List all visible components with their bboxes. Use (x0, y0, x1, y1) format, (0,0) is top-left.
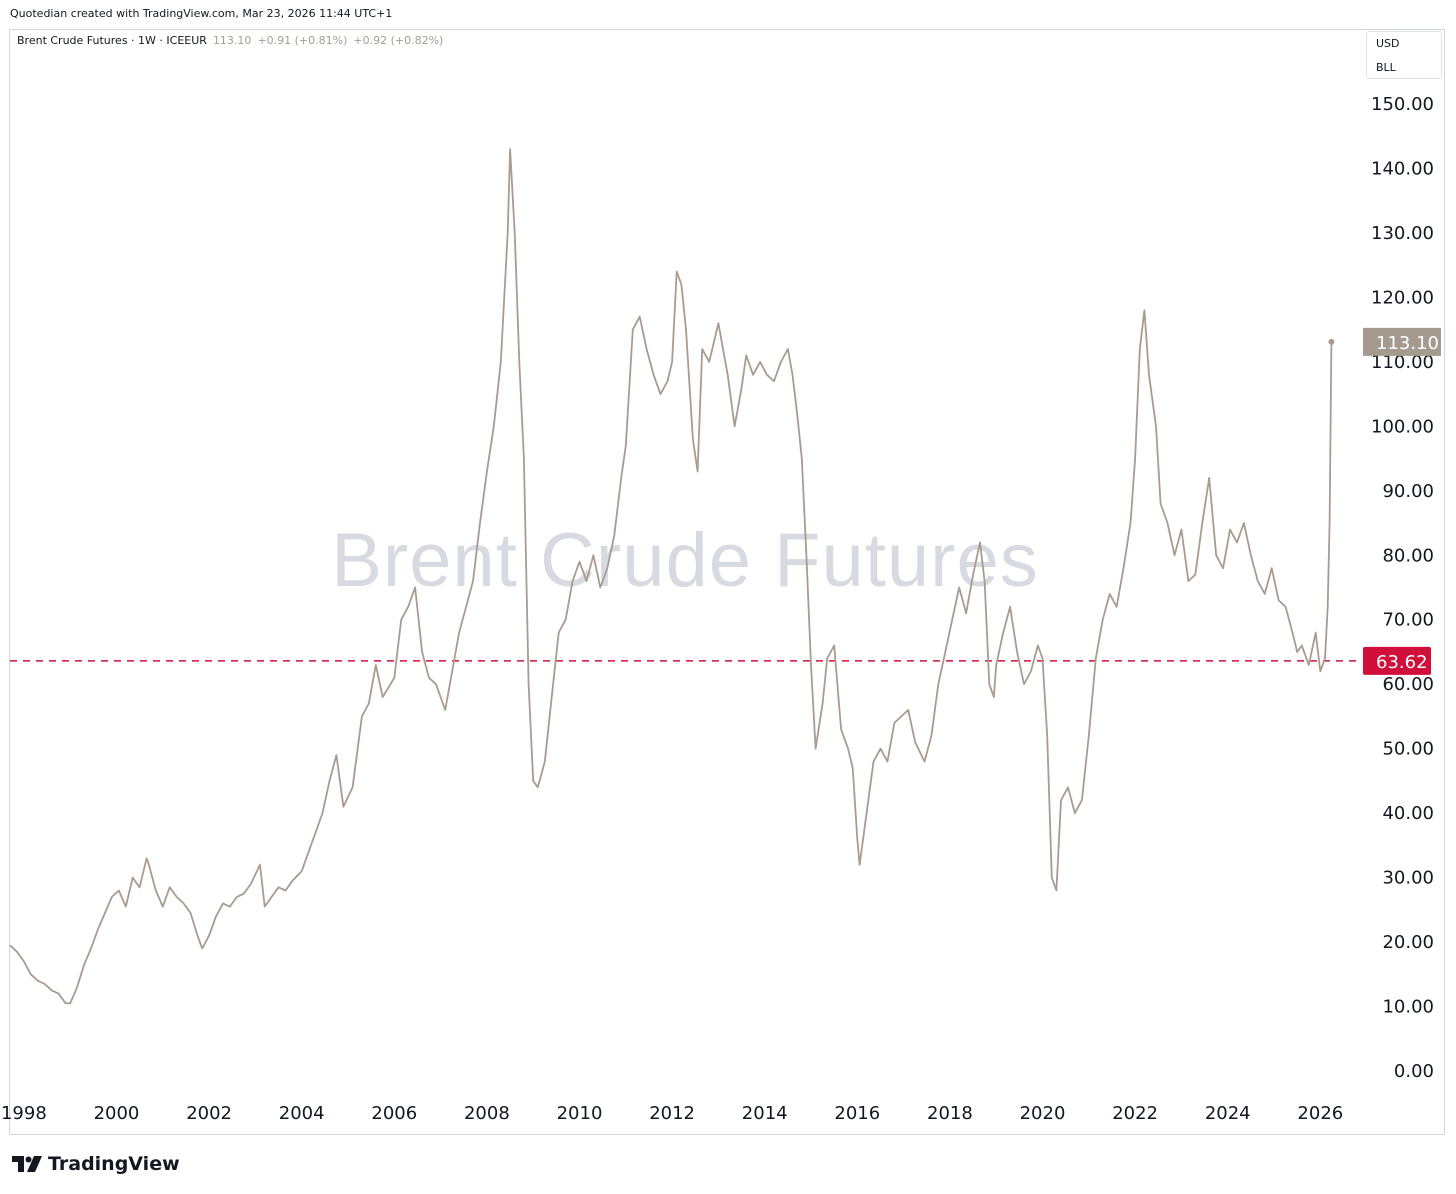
price-tick-label: 50.00 (1382, 739, 1434, 760)
chart-pane[interactable] (9, 29, 1445, 1135)
legend-last-value: 113.10 (212, 34, 252, 47)
price-tick-label: 110.00 (1371, 352, 1434, 373)
brand-name: TradingView (48, 1153, 180, 1175)
time-tick-label: 2008 (464, 1103, 510, 1124)
reference-label: 63.62 (1376, 652, 1428, 673)
price-tick-label: 80.00 (1382, 545, 1434, 566)
legend-change-1: +0.91 (+0.81%) (257, 34, 348, 47)
time-tick-label: 2000 (94, 1103, 140, 1124)
price-tick-label: 70.00 (1382, 610, 1434, 631)
price-tick-label: 20.00 (1382, 932, 1434, 953)
time-tick-label: 2016 (834, 1103, 880, 1124)
price-tick-label: 150.00 (1371, 94, 1434, 115)
reference-badge: 63.62 (1363, 646, 1431, 675)
price-tick-label: 140.00 (1371, 158, 1434, 179)
currency-label[interactable]: USD (1376, 37, 1400, 50)
last-price-badge: 113.10 (1363, 327, 1441, 356)
symbol-legend[interactable]: Brent Crude Futures · 1W · ICEEUR 113.10 +… (17, 34, 443, 47)
price-tick-label: 130.00 (1371, 223, 1434, 244)
tradingview-logo[interactable]: TradingView (12, 1153, 180, 1175)
time-tick-label: 2026 (1297, 1103, 1343, 1124)
legend-change-2: +0.92 (+0.82%) (353, 34, 444, 47)
last-price-label: 113.10 (1376, 333, 1439, 354)
time-tick-label: 2014 (742, 1103, 788, 1124)
price-tick-label: 100.00 (1371, 416, 1434, 437)
time-tick-label: 2024 (1205, 1103, 1251, 1124)
unit-label[interactable]: BLL (1376, 61, 1396, 74)
price-axis[interactable]: 0.00 10.00 20.00 30.00 40.00 50.00 60.00 70.00 8… (1371, 94, 1434, 1082)
last-price-dot (1328, 338, 1335, 345)
time-tick-label: 2004 (279, 1103, 325, 1124)
time-axis[interactable]: 1998 2000 2002 2004 2006 2008 2010 2012 2014 2016… (1, 1103, 1343, 1124)
chart-credit: Quotedian created with TradingView.com, … (10, 7, 393, 20)
time-tick-label: 2002 (186, 1103, 232, 1124)
price-tick-label: 0.00 (1394, 1061, 1434, 1082)
time-tick-label: 2006 (371, 1103, 417, 1124)
unit-selector[interactable]: USD BLL (1366, 31, 1442, 79)
time-tick-label: 2012 (649, 1103, 695, 1124)
time-tick-label: 2020 (1020, 1103, 1066, 1124)
price-tick-label: 40.00 (1382, 803, 1434, 824)
price-tick-label: 10.00 (1382, 997, 1434, 1018)
price-tick-label: 120.00 (1371, 287, 1434, 308)
price-tick-label: 90.00 (1382, 481, 1434, 502)
price-tick-label: 30.00 (1382, 868, 1434, 889)
time-tick-label: 2022 (1112, 1103, 1158, 1124)
tradingview-logo-icon (12, 1156, 42, 1172)
price-tick-label: 60.00 (1382, 674, 1434, 695)
price-series-line (9, 148, 1333, 1005)
symbol-title[interactable]: Brent Crude Futures · 1W · ICEEUR (17, 34, 207, 47)
time-tick-label: 1998 (1, 1103, 47, 1124)
time-tick-label: 2018 (927, 1103, 973, 1124)
time-tick-label: 2010 (557, 1103, 603, 1124)
